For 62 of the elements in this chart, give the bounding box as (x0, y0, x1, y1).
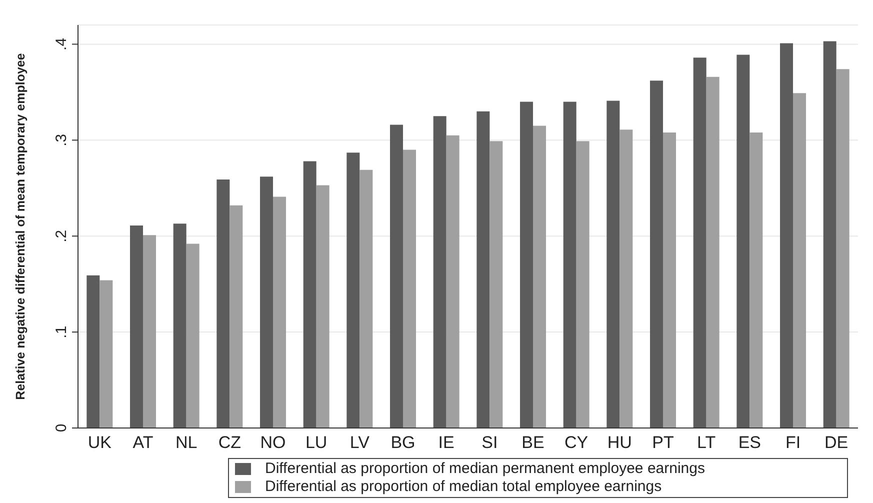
bar (216, 179, 230, 428)
bar (173, 224, 186, 428)
x-tick-label: IE (438, 433, 454, 452)
bar (346, 152, 360, 428)
bar (693, 58, 706, 428)
bar (663, 132, 676, 428)
bar (533, 126, 546, 428)
y-tick-label: .4 (53, 38, 70, 50)
x-tick-label: NO (260, 433, 286, 452)
bar (750, 132, 763, 428)
y-tick-label: .2 (53, 230, 70, 242)
x-tick-label: BE (522, 433, 544, 452)
bar (303, 161, 316, 428)
bar (446, 135, 460, 428)
bar (360, 170, 373, 428)
bar (793, 93, 806, 428)
y-tick-label: .3 (53, 134, 70, 146)
y-tick-label: .1 (53, 326, 70, 338)
x-tick-label: LT (697, 433, 716, 452)
bar (433, 116, 446, 428)
bar (736, 54, 750, 428)
x-tick-label: CZ (218, 433, 242, 452)
bar (490, 141, 503, 428)
x-tick-label: DE (824, 433, 848, 452)
bar (260, 176, 273, 428)
bar (836, 69, 850, 428)
bar (130, 226, 143, 428)
x-tick-label: LU (305, 433, 328, 452)
bar (606, 100, 620, 428)
x-tick-label: FI (785, 433, 801, 452)
bar (143, 235, 156, 428)
x-tick-label: CY (564, 433, 588, 452)
bar (390, 124, 403, 428)
bar (576, 141, 590, 428)
x-tick-label: HU (607, 433, 632, 452)
y-tick-label: 0 (53, 424, 70, 432)
bar (706, 76, 720, 428)
bar (403, 150, 416, 428)
x-tick-label: ES (738, 433, 762, 452)
bar (780, 43, 793, 428)
x-tick-label: BG (390, 433, 416, 452)
bar (823, 41, 836, 428)
legend-label: Differential as proportion of median permanent employee earnings (265, 460, 705, 477)
x-tick-label: LV (350, 433, 370, 452)
bar (316, 185, 330, 428)
bar (520, 102, 533, 428)
bar (100, 280, 113, 428)
bar (273, 196, 286, 428)
bar (650, 80, 663, 428)
x-tick-label: UK (88, 433, 112, 452)
bar (620, 130, 633, 428)
bar (86, 275, 100, 428)
bar (230, 205, 243, 428)
x-tick-label: AT (132, 433, 154, 452)
y-axis-title: Relative negative differential of mean temporary employee (13, 53, 28, 400)
legend-label: Differential as proportion of median total employee earnings (265, 478, 662, 495)
x-tick-label: PT (652, 433, 674, 452)
bar (476, 111, 490, 428)
x-tick-label: SI (482, 433, 498, 452)
bar (563, 102, 576, 428)
x-tick-label: NL (175, 433, 198, 452)
bar (186, 244, 200, 428)
